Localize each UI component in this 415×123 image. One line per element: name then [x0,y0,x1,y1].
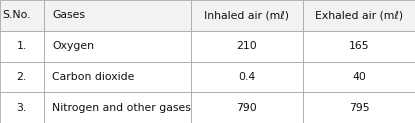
Bar [191,31,303,62]
Text: S.No.: S.No. [2,10,31,20]
Text: 2.: 2. [17,72,27,82]
Text: 790: 790 [237,103,257,113]
Bar [303,62,415,92]
Text: Exhaled air (mℓ): Exhaled air (mℓ) [315,10,403,20]
Bar [0,62,44,92]
Bar [0,0,44,31]
Text: Nitrogen and other gases: Nitrogen and other gases [52,103,191,113]
Bar [44,62,191,92]
Text: Inhaled air (mℓ): Inhaled air (mℓ) [205,10,289,20]
Text: 165: 165 [349,41,369,51]
Text: Gases: Gases [52,10,85,20]
Bar [0,31,44,62]
Text: Oxygen: Oxygen [52,41,95,51]
Text: 0.4: 0.4 [238,72,256,82]
Bar [44,0,191,31]
Text: 795: 795 [349,103,369,113]
Text: 40: 40 [352,72,366,82]
Bar [191,62,303,92]
Bar [0,92,44,123]
Bar [191,0,303,31]
Text: 210: 210 [237,41,257,51]
Bar [44,31,191,62]
Bar [44,92,191,123]
Bar [303,0,415,31]
Text: 3.: 3. [17,103,27,113]
Text: 1.: 1. [17,41,27,51]
Bar [191,92,303,123]
Text: Carbon dioxide: Carbon dioxide [52,72,135,82]
Bar [303,92,415,123]
Bar [303,31,415,62]
